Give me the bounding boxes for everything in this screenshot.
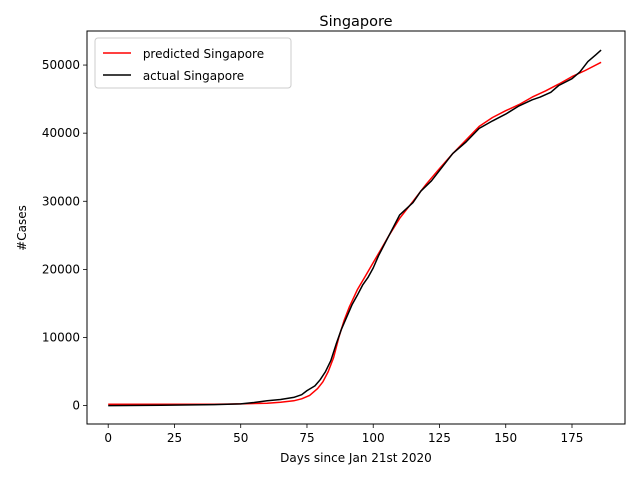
legend-label-predicted: predicted Singapore xyxy=(139,47,264,61)
chart-title: Singapore xyxy=(319,14,392,30)
y-tick-label: 20000 xyxy=(42,262,80,276)
y-tick-label: 0 xyxy=(72,399,80,413)
y-tick-label: 50000 xyxy=(42,58,80,72)
x-tick-label: 50 xyxy=(233,431,248,445)
x-tick-label: 150 xyxy=(494,431,517,445)
x-tick-label: 25 xyxy=(167,431,182,445)
plot-frame xyxy=(86,30,626,425)
y-tick-label: 10000 xyxy=(42,330,80,344)
x-tick-label: 175 xyxy=(561,431,584,445)
x-tick-label: 125 xyxy=(428,431,451,445)
x-tick-label: 100 xyxy=(362,431,385,445)
legend-label-actual: actual Singapore xyxy=(139,69,244,83)
x-tick-label: 75 xyxy=(299,431,314,445)
legend: predicted Singapore actual Singapore xyxy=(94,37,292,89)
x-axis: 0 25 50 75 100 125 150 175 xyxy=(104,424,583,445)
y-axis-label: #Cases xyxy=(15,205,29,251)
y-tick-label: 40000 xyxy=(42,126,80,140)
y-axis: 0 10000 20000 30000 40000 50000 xyxy=(42,58,87,413)
y-tick-label: 30000 xyxy=(42,194,80,208)
x-tick-label: 0 xyxy=(104,431,112,445)
plot-area xyxy=(108,49,602,407)
x-axis-label: Days since Jan 21st 2020 xyxy=(280,451,432,465)
legend-frame xyxy=(94,37,292,89)
series-line-predicted xyxy=(108,61,602,405)
series-line-actual xyxy=(108,49,602,407)
